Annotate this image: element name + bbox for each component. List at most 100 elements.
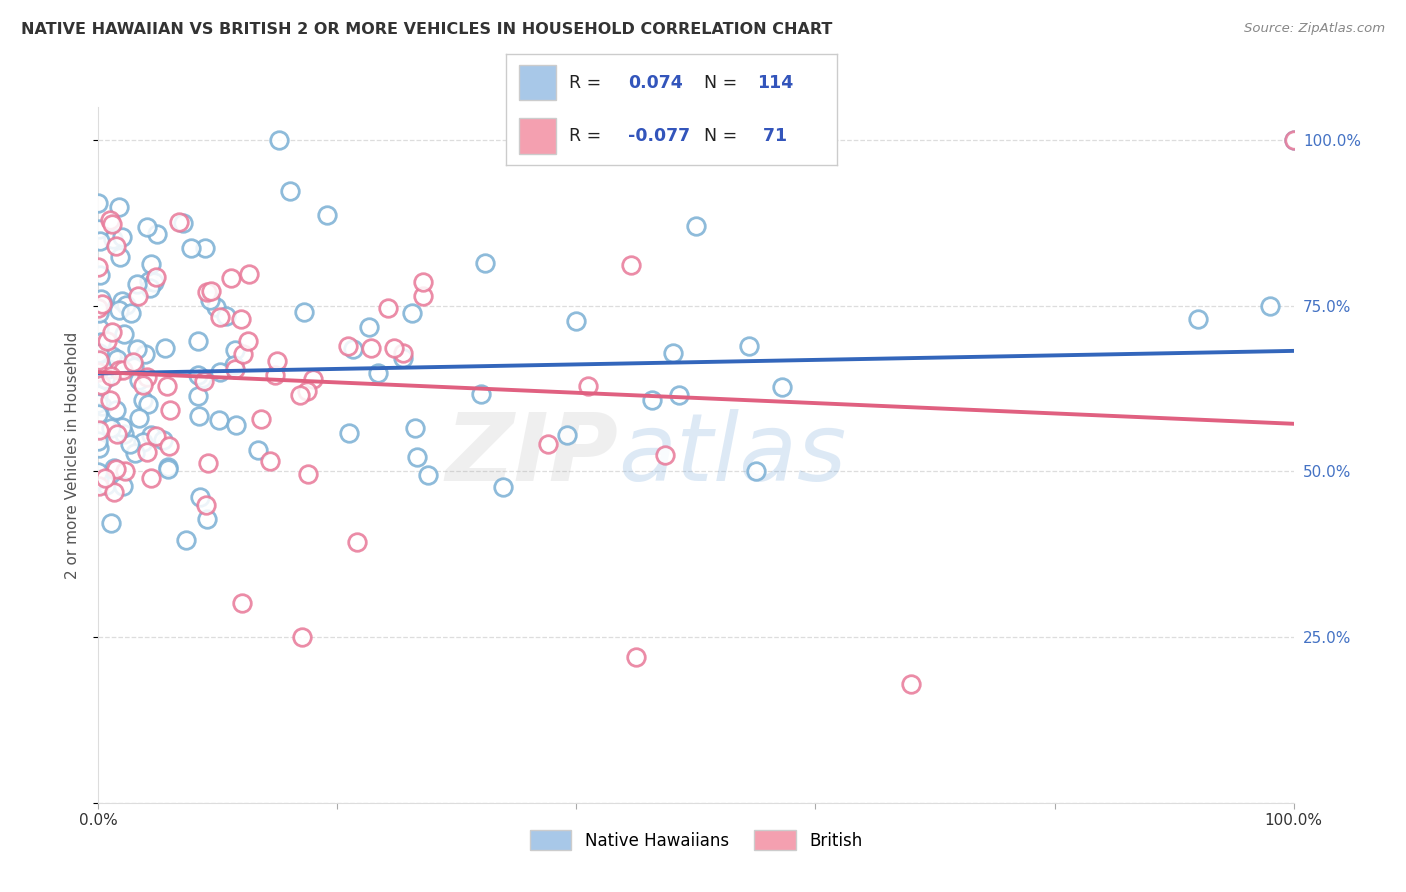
- Point: [101, 325, 124, 339]
- Point: [208, 365, 231, 379]
- Point: [197, 456, 219, 470]
- Point: [392, 351, 415, 365]
- Point: [128, 373, 150, 387]
- Point: [87, 442, 110, 456]
- Point: [292, 305, 315, 319]
- Point: [232, 347, 254, 361]
- Point: [745, 465, 768, 479]
- Point: [1282, 133, 1305, 147]
- Point: [576, 379, 599, 393]
- Point: [738, 339, 761, 353]
- Point: [103, 485, 125, 500]
- Point: [89, 479, 111, 493]
- Point: [157, 439, 180, 453]
- Point: [142, 275, 165, 289]
- Point: [89, 222, 111, 236]
- Point: [405, 420, 427, 434]
- Point: [107, 352, 129, 367]
- Point: [93, 363, 115, 377]
- Point: [101, 217, 124, 231]
- Point: [180, 241, 202, 255]
- Point: [87, 396, 110, 410]
- Point: [200, 284, 222, 298]
- Text: NATIVE HAWAIIAN VS BRITISH 2 OR MORE VEHICLES IN HOUSEHOLD CORRELATION CHART: NATIVE HAWAIIAN VS BRITISH 2 OR MORE VEH…: [21, 22, 832, 37]
- Point: [247, 442, 270, 457]
- Point: [100, 516, 122, 530]
- Point: [620, 258, 643, 272]
- Point: [1258, 299, 1281, 313]
- Point: [101, 232, 124, 246]
- Text: Source: ZipAtlas.com: Source: ZipAtlas.com: [1244, 22, 1385, 36]
- Point: [127, 289, 149, 303]
- Point: [90, 334, 112, 349]
- Text: 71: 71: [758, 127, 787, 145]
- Point: [231, 596, 253, 610]
- Point: [105, 427, 128, 442]
- Point: [259, 454, 281, 468]
- Point: [382, 341, 405, 355]
- Point: [153, 342, 176, 356]
- Point: [112, 363, 135, 377]
- Point: [193, 374, 215, 388]
- Point: [96, 334, 118, 349]
- Point: [377, 301, 399, 315]
- Point: [120, 306, 142, 320]
- Point: [125, 277, 148, 292]
- Point: [190, 371, 212, 385]
- Point: [215, 309, 238, 323]
- Text: ZIP: ZIP: [446, 409, 619, 501]
- Point: [132, 435, 155, 450]
- Point: [249, 412, 271, 426]
- Point: [87, 423, 110, 437]
- Point: [131, 393, 153, 408]
- Point: [115, 298, 138, 312]
- Point: [770, 380, 793, 394]
- Point: [342, 342, 364, 356]
- Text: atlas: atlas: [619, 409, 846, 500]
- Point: [96, 478, 118, 492]
- Point: [225, 417, 247, 432]
- Point: [87, 472, 110, 486]
- Point: [172, 216, 194, 230]
- Point: [91, 297, 114, 311]
- Point: [174, 533, 197, 548]
- Point: [122, 355, 145, 369]
- Point: [337, 425, 360, 440]
- Point: [357, 320, 380, 334]
- Point: [112, 427, 135, 442]
- Point: [224, 343, 246, 358]
- Point: [224, 358, 246, 372]
- Point: [391, 345, 413, 359]
- Point: [87, 301, 110, 316]
- Point: [416, 467, 439, 482]
- Point: [91, 297, 114, 311]
- Point: [89, 234, 111, 248]
- Point: [100, 369, 122, 384]
- Point: [90, 377, 112, 392]
- Point: [159, 402, 181, 417]
- Point: [157, 460, 180, 475]
- Point: [470, 386, 492, 401]
- Point: [135, 444, 157, 458]
- Point: [105, 403, 128, 417]
- Point: [555, 428, 578, 442]
- Text: R =: R =: [569, 73, 606, 92]
- Point: [195, 512, 218, 526]
- Point: [87, 345, 110, 359]
- Point: [238, 267, 260, 281]
- Point: [302, 372, 325, 386]
- Text: N =: N =: [704, 73, 744, 92]
- Point: [139, 427, 162, 442]
- Point: [145, 428, 167, 442]
- Point: [122, 359, 145, 374]
- Point: [105, 239, 128, 253]
- Y-axis label: 2 or more Vehicles in Household: 2 or more Vehicles in Household: [65, 331, 80, 579]
- Point: [278, 185, 301, 199]
- Point: [111, 294, 134, 309]
- Legend: Native Hawaiians, British: Native Hawaiians, British: [523, 823, 869, 857]
- Point: [87, 321, 110, 335]
- Point: [291, 630, 314, 644]
- Point: [87, 365, 110, 379]
- Point: [187, 368, 209, 382]
- Text: 114: 114: [758, 73, 793, 92]
